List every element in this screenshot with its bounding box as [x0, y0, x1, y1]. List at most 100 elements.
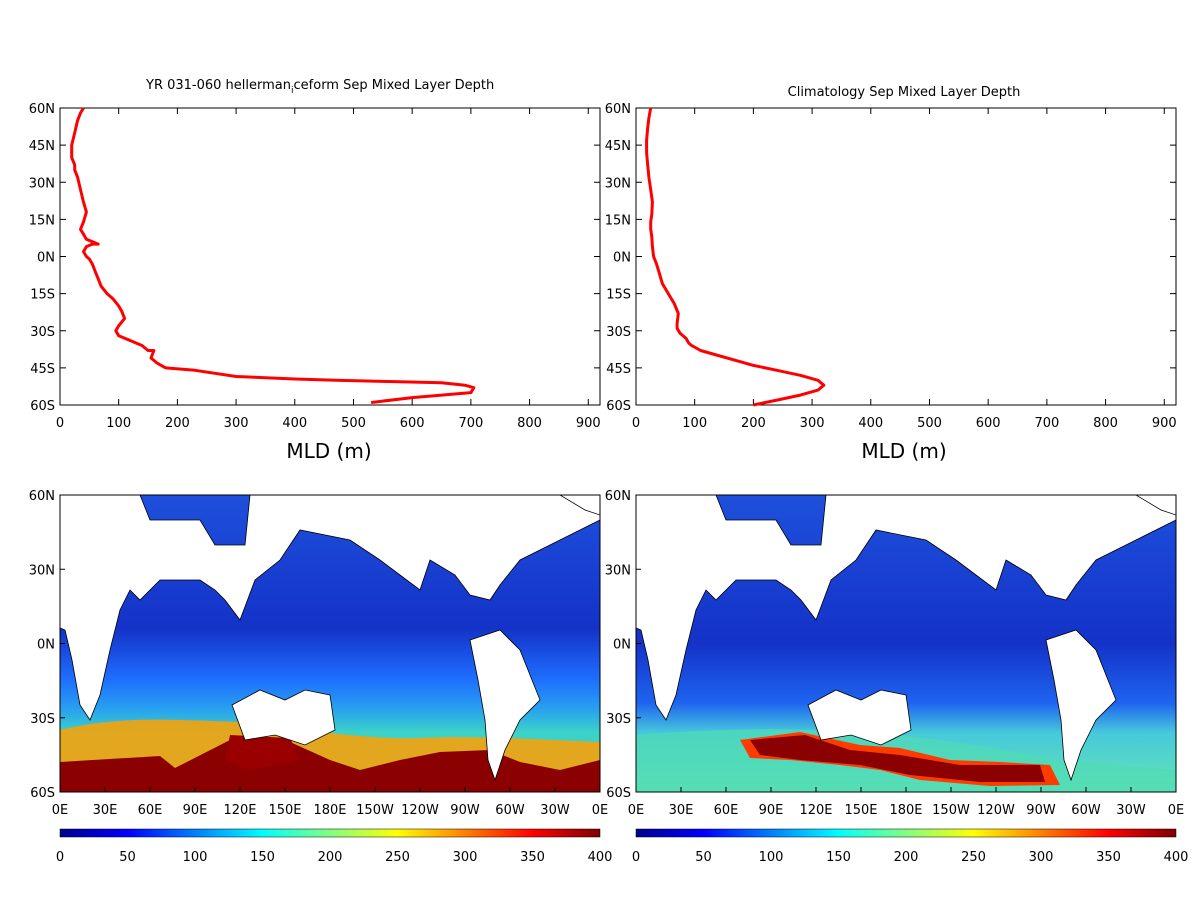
chart-title: Climatology Sep Mixed Layer Depth	[788, 85, 1021, 100]
chart-title: YR 031-060 hellermaniceform Sep Mixed La…	[145, 78, 494, 96]
y-tick-label: 60S	[606, 786, 631, 801]
y-tick-label: 15S	[30, 288, 55, 303]
y-tick-label: 60S	[606, 399, 631, 414]
colorbar-tick-label: 300	[1029, 850, 1054, 865]
x-tick-label: 600	[400, 416, 425, 431]
y-tick-label: 15S	[606, 288, 631, 303]
colorbar	[635, 828, 1177, 838]
x-tick-label: 150W	[932, 803, 970, 818]
x-tick-label: 90W	[450, 803, 480, 818]
x-tick-label: 60E	[138, 803, 163, 818]
colorbar-tick-label: 0	[632, 850, 640, 865]
x-tick-label: 120E	[223, 803, 256, 818]
tick-group: 0E 30E 60E 90E 120E 150E 180E 150W 120W 90W 60W 30W…	[29, 489, 609, 818]
y-tick-label: 45N	[605, 139, 631, 154]
colorbar-tick-label: 200	[318, 850, 343, 865]
x-tick-label: 0E	[1168, 803, 1185, 818]
x-tick-label: 700	[1034, 416, 1059, 431]
x-tick-label: 120E	[799, 803, 832, 818]
x-tick-label: 0	[56, 416, 64, 431]
x-tick-label: 150W	[356, 803, 394, 818]
tick-group: 0 100 200 300 400 500 600 700 800 900 60N 45N 30N 15N…	[605, 102, 1177, 431]
colorbar-tick-label: 300	[453, 850, 478, 865]
x-tick-label: 200	[165, 416, 190, 431]
x-tick-label: 0	[632, 416, 640, 431]
y-tick-label: 30S	[30, 325, 55, 340]
colorbar-tick-label: 150	[250, 850, 275, 865]
colorbar-tick-label: 400	[1164, 850, 1189, 865]
y-tick-label: 0N	[613, 251, 631, 266]
x-tick-label: 700	[458, 416, 483, 431]
y-tick-label: 60N	[29, 102, 55, 117]
x-tick-label: 0E	[52, 803, 69, 818]
x-tick-label: 30E	[93, 803, 118, 818]
tick-group: 0E 30E 60E 90E 120E 150E 180E 150W 120W 90W 60W 30W…	[605, 489, 1185, 818]
y-tick-label: 0N	[613, 638, 631, 653]
y-tick-label: 45S	[606, 362, 631, 377]
land-mask	[636, 495, 1176, 782]
y-tick-label: 0N	[37, 251, 55, 266]
x-tick-label: 500	[917, 416, 942, 431]
y-tick-label: 30N	[605, 176, 631, 191]
southern-ocean-deep	[60, 740, 600, 792]
x-tick-label: 60E	[714, 803, 739, 818]
y-tick-label: 30N	[605, 563, 631, 578]
profile-plot-model: YR 031-060 hellermaniceform Sep Mixed La…	[29, 78, 601, 463]
x-tick-label: 90W	[1026, 803, 1056, 818]
mld-map-climatology: 0E 30E 60E 90E 120E 150E 180E 150W 120W 90W 60W 30W…	[605, 489, 1189, 865]
x-tick-label: 60W	[1071, 803, 1101, 818]
y-tick-label: 15N	[29, 213, 55, 228]
x-tick-label: 0E	[628, 803, 645, 818]
x-tick-label: 300	[224, 416, 249, 431]
x-tick-label: 600	[976, 416, 1001, 431]
colorbar-tick-group: 0 50 100 150 200 250 300 350 400	[632, 850, 1189, 865]
y-tick-label: 30S	[30, 712, 55, 727]
y-tick-label: 60N	[605, 102, 631, 117]
x-tick-label: 0E	[592, 803, 609, 818]
colorbar-tick-label: 50	[119, 850, 136, 865]
x-tick-label: 90E	[759, 803, 784, 818]
colorbar	[59, 828, 601, 838]
x-tick-label: 90E	[183, 803, 208, 818]
colorbar-tick-label: 200	[894, 850, 919, 865]
x-axis-label: MLD (m)	[861, 439, 946, 463]
colorbar-tick-label: 400	[588, 850, 613, 865]
x-tick-label: 100	[682, 416, 707, 431]
y-tick-label: 60S	[30, 786, 55, 801]
colorbar-tick-group: 0 50 100 150 200 250 300 350 400	[56, 850, 613, 865]
land-mask	[60, 495, 600, 782]
colorbar-tick-label: 350	[520, 850, 545, 865]
colorbar-tick-label: 350	[1096, 850, 1121, 865]
x-tick-label: 800	[1093, 416, 1118, 431]
x-tick-label: 60W	[495, 803, 525, 818]
x-tick-label: 30E	[669, 803, 694, 818]
colorbar-tick-label: 150	[826, 850, 851, 865]
x-tick-label: 500	[341, 416, 366, 431]
southern-ocean-deep	[225, 735, 300, 770]
colorbar-tick-label: 100	[183, 850, 208, 865]
x-tick-label: 30W	[1116, 803, 1146, 818]
y-tick-label: 45N	[29, 139, 55, 154]
y-tick-label: 30N	[29, 563, 55, 578]
y-tick-label: 30S	[606, 325, 631, 340]
y-tick-label: 60S	[30, 399, 55, 414]
x-tick-label: 100	[106, 416, 131, 431]
x-tick-label: 900	[1152, 416, 1177, 431]
y-tick-label: 30S	[606, 712, 631, 727]
x-tick-label: 120W	[977, 803, 1015, 818]
tick-group: 0 100 200 300 400 500 600 700 800 900 60N 45N 30N 15N…	[29, 102, 601, 431]
x-tick-label: 800	[517, 416, 542, 431]
series-line-climatology-mld	[645, 107, 826, 407]
y-tick-label: 60N	[605, 489, 631, 504]
colorbar-tick-label: 250	[385, 850, 410, 865]
colorbar-tick-label: 0	[56, 850, 64, 865]
colorbar-tick-label: 50	[695, 850, 712, 865]
x-tick-label: 150E	[268, 803, 301, 818]
y-tick-label: 45S	[30, 362, 55, 377]
x-tick-label: 30W	[540, 803, 570, 818]
x-tick-label: 200	[741, 416, 766, 431]
x-axis-label: MLD (m)	[286, 439, 371, 463]
y-tick-label: 0N	[37, 638, 55, 653]
x-tick-label: 400	[858, 416, 883, 431]
